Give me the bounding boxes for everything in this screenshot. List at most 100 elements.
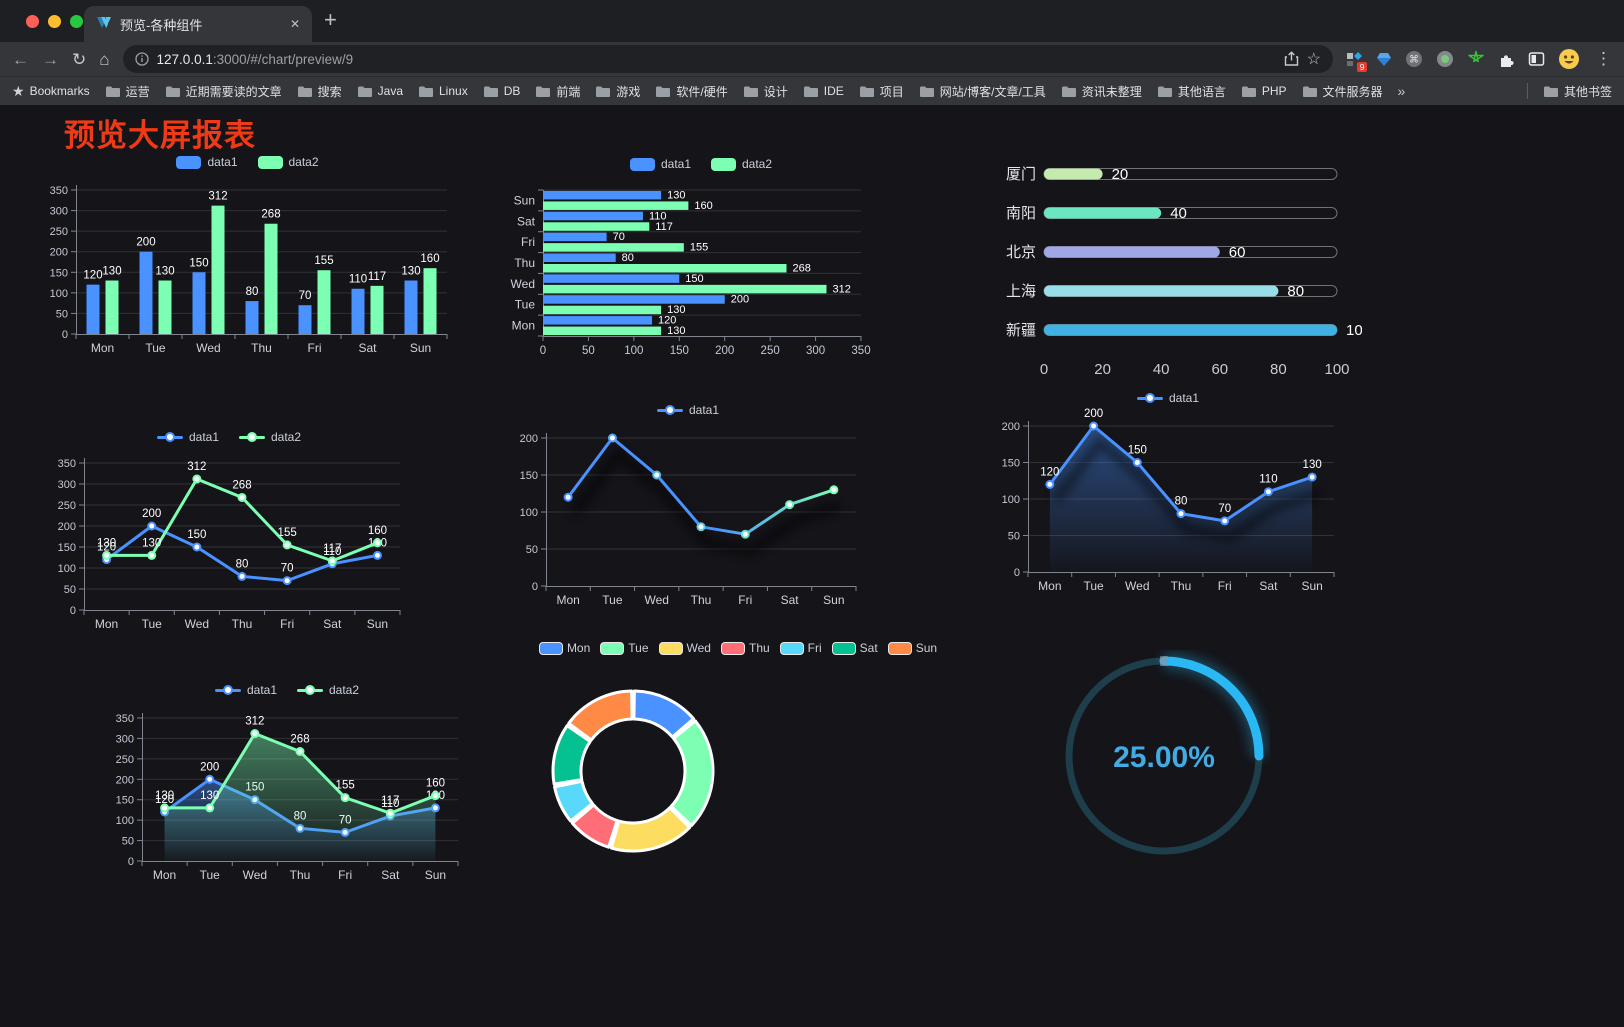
folder-icon xyxy=(743,86,758,97)
bookmark-folder[interactable]: 运营 xyxy=(105,83,150,100)
svg-text:117: 117 xyxy=(323,543,341,555)
bookmark-folder[interactable]: 其他语言 xyxy=(1157,83,1226,100)
extension-command-icon[interactable]: ⌘ xyxy=(1405,50,1423,68)
svg-text:Wed: Wed xyxy=(1125,579,1149,593)
legend-item-data2[interactable]: data2 xyxy=(297,683,359,697)
extension-star-icon[interactable] xyxy=(1467,50,1485,68)
bookmark-folder[interactable]: Java xyxy=(357,84,403,98)
legend-item-data1[interactable]: data1 xyxy=(629,157,691,171)
share-icon[interactable] xyxy=(1284,51,1299,67)
legend-item-Wed[interactable]: Wed xyxy=(658,641,711,655)
svg-text:110: 110 xyxy=(349,274,367,286)
svg-text:Fri: Fri xyxy=(308,341,322,355)
site-info-icon[interactable] xyxy=(134,52,149,66)
zoom-window-button[interactable] xyxy=(70,15,83,28)
svg-text:150: 150 xyxy=(685,273,703,285)
bookmark-folder[interactable]: 网站/博客/文章/工具 xyxy=(919,83,1046,100)
browser-tab[interactable]: 预览-各种组件 ✕ xyxy=(84,6,312,42)
bookmark-folder[interactable]: 设计 xyxy=(743,83,788,100)
legend-item-data1[interactable]: data1 xyxy=(214,683,277,697)
bookmarks-overflow-button[interactable]: » xyxy=(1397,83,1406,99)
svg-text:80: 80 xyxy=(622,252,634,264)
bookmark-folder[interactable]: DB xyxy=(483,84,520,98)
svg-text:50: 50 xyxy=(526,544,538,556)
horizontal-bar-chart: data1 data2 Sun Sat Fri Thu Wed Tue Mon 0 50 100 150… xyxy=(505,152,897,364)
back-button[interactable]: ← xyxy=(12,49,29,69)
svg-text:200: 200 xyxy=(58,521,76,533)
bar-chart: data1 data2 0 50 100 150 200 250 300 350 Mon Tue Wed… xyxy=(40,150,455,362)
bookmark-folder[interactable]: 项目 xyxy=(859,83,904,100)
bookmark-folder-label: 设计 xyxy=(763,84,788,99)
legend-item-data2[interactable]: data2 xyxy=(257,155,319,169)
chart-legend: Mon Tue Wed Thu Fri Sat Sun xyxy=(528,641,948,655)
legend-item-Fri[interactable]: Fri xyxy=(779,641,822,655)
browser-menu-icon[interactable]: ⋮ xyxy=(1595,49,1612,68)
legend-item-data1[interactable]: data1 xyxy=(1136,391,1199,405)
address-bar[interactable]: 127.0.0.1:3000/#/chart/preview/9 ☆ xyxy=(122,45,1333,73)
bookmark-folder[interactable]: 软件/硬件 xyxy=(655,83,728,100)
bookmark-folder[interactable]: Linux xyxy=(418,84,468,98)
svg-text:70: 70 xyxy=(299,290,312,302)
bookmark-star-icon[interactable]: ☆ xyxy=(1306,51,1321,68)
reading-panel-icon[interactable] xyxy=(1528,51,1545,67)
svg-text:上海: 上海 xyxy=(1006,283,1036,300)
legend-item-Sat[interactable]: Sat xyxy=(831,641,878,655)
legend-item-Thu[interactable]: Thu xyxy=(720,641,770,655)
legend-label: data1 xyxy=(246,683,277,697)
svg-text:155: 155 xyxy=(690,242,708,254)
legend-item-data1[interactable]: data1 xyxy=(176,155,238,169)
svg-text:130: 130 xyxy=(102,266,121,278)
bookmark-folder[interactable]: PHP xyxy=(1241,84,1287,98)
bookmarks-divider xyxy=(1526,83,1528,99)
extension-dot-icon[interactable] xyxy=(1436,50,1454,68)
legend-label: Sat xyxy=(859,641,878,655)
bookmark-folder[interactable]: 游戏 xyxy=(595,83,640,100)
bookmark-folder[interactable]: 前端 xyxy=(535,83,580,100)
svg-text:150: 150 xyxy=(520,470,538,482)
profile-avatar[interactable] xyxy=(1558,48,1580,70)
minimize-window-button[interactable] xyxy=(48,15,61,28)
svg-text:250: 250 xyxy=(50,226,68,238)
folder-icon xyxy=(357,86,372,97)
reload-button[interactable]: ↻ xyxy=(72,49,87,69)
legend-item-data1[interactable]: data1 xyxy=(156,430,219,444)
legend-item-data2[interactable]: data2 xyxy=(239,430,301,444)
tab-close-icon[interactable]: ✕ xyxy=(289,17,300,31)
svg-text:200: 200 xyxy=(50,247,68,259)
bookmarks-manager[interactable]: ★ Bookmarks xyxy=(12,83,90,100)
svg-text:60: 60 xyxy=(1229,244,1246,261)
svg-text:300: 300 xyxy=(50,206,68,218)
bookmark-folder[interactable]: 文件服务器 xyxy=(1302,83,1383,100)
window-controls xyxy=(26,15,83,28)
bookmark-folder[interactable]: IDE xyxy=(803,84,844,98)
legend-item-Sun[interactable]: Sun xyxy=(887,641,937,655)
extensions-puzzle-icon[interactable] xyxy=(1498,51,1515,68)
forward-button[interactable]: → xyxy=(42,49,59,69)
folder-icon xyxy=(859,86,874,97)
svg-text:Sat: Sat xyxy=(781,593,800,607)
bookmark-folder[interactable]: 搜索 xyxy=(297,83,342,100)
legend-item-data1[interactable]: data1 xyxy=(656,403,719,417)
url-text[interactable]: 127.0.0.1:3000/#/chart/preview/9 xyxy=(157,52,1276,67)
extension-gem-icon[interactable] xyxy=(1376,52,1392,67)
legend-item-Mon[interactable]: Mon xyxy=(538,641,590,655)
extension-blocks-icon[interactable]: 9 xyxy=(1346,51,1367,72)
svg-text:Wed: Wed xyxy=(243,868,267,882)
new-tab-button[interactable]: + xyxy=(324,7,337,32)
svg-text:70: 70 xyxy=(281,563,294,575)
svg-text:100: 100 xyxy=(1324,361,1349,378)
svg-text:Tue: Tue xyxy=(145,341,166,355)
legend-item-Tue[interactable]: Tue xyxy=(600,641,649,655)
other-bookmarks-folder[interactable]: 其他书签 xyxy=(1543,83,1612,100)
bookmark-folder[interactable]: 近期需要读的文章 xyxy=(165,83,282,100)
svg-text:20: 20 xyxy=(1112,166,1129,183)
svg-text:120: 120 xyxy=(155,794,174,806)
close-window-button[interactable] xyxy=(26,15,39,28)
svg-text:300: 300 xyxy=(116,733,134,745)
bookmark-folder[interactable]: 资讯未整理 xyxy=(1061,83,1142,100)
legend-marker-icon xyxy=(297,685,323,695)
svg-text:南阳: 南阳 xyxy=(1006,205,1036,222)
legend-marker-icon xyxy=(239,432,265,442)
legend-item-data2[interactable]: data2 xyxy=(711,157,772,171)
home-button[interactable]: ⌂ xyxy=(99,49,110,69)
